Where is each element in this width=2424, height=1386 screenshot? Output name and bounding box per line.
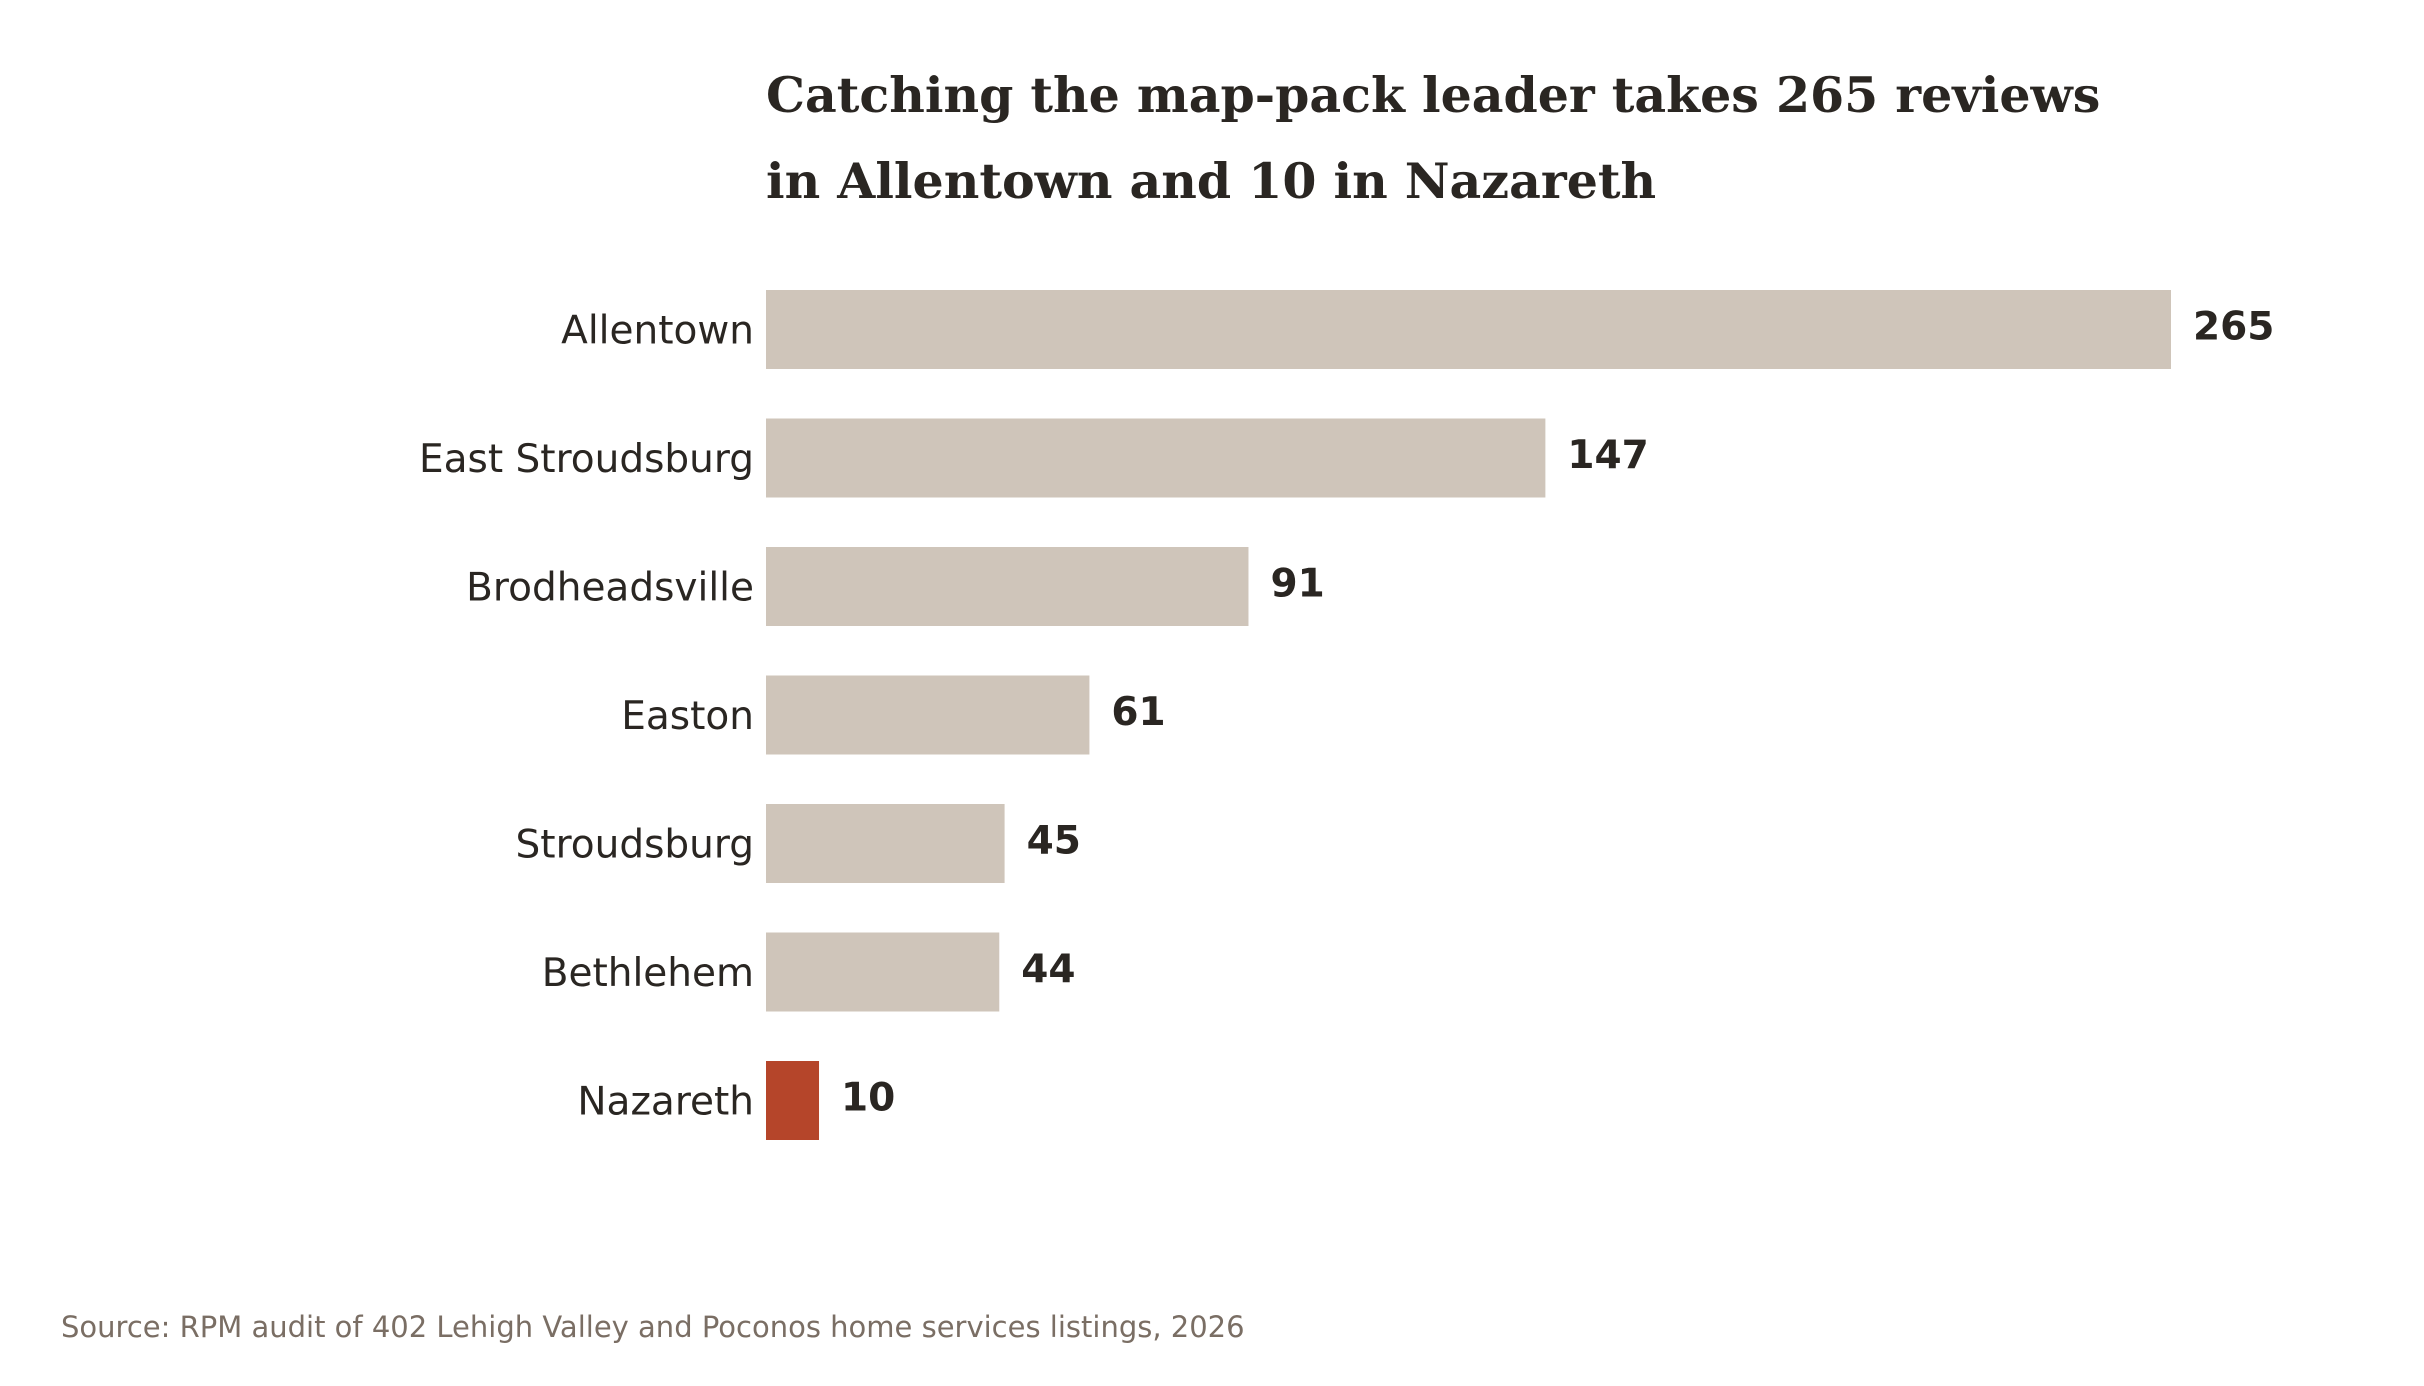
value-label-allentown: 265 <box>2193 305 2274 350</box>
category-label-nazareth: Nazareth <box>577 1080 754 1125</box>
bars: Allentown 265 East Stroudsburg 147 Brodheads… <box>419 290 2274 1140</box>
source-note: Source: RPM audit of 402 Lehigh Valley a… <box>61 1310 1245 1344</box>
value-label-nazareth: 10 <box>841 1076 895 1121</box>
chart-title-line-2: in Allentown and 10 in Nazareth <box>766 152 1656 210</box>
category-label-allentown: Allentown <box>561 309 754 354</box>
category-label-stroudsburg: Stroudsburg <box>516 823 754 868</box>
category-label-easton: Easton <box>621 694 754 739</box>
bar-brodheadsville <box>766 547 1249 626</box>
value-label-easton: 61 <box>1111 690 1165 735</box>
value-label-bethlehem: 44 <box>1021 947 1075 992</box>
bar-bethlehem <box>766 932 1000 1012</box>
bar-stroudsburg <box>766 804 1005 883</box>
value-label-east-stroudsburg: 147 <box>1567 433 1648 478</box>
category-label-east-stroudsburg: East Stroudsburg <box>419 437 754 482</box>
bar-east-stroudsburg <box>766 418 1546 498</box>
category-label-bethlehem: Bethlehem <box>542 951 754 996</box>
value-label-brodheadsville: 91 <box>1270 562 1324 607</box>
bar-nazareth <box>766 1061 820 1140</box>
value-label-stroudsburg: 45 <box>1027 819 1081 864</box>
bar-easton <box>766 675 1090 755</box>
chart-title-line-1: Catching the map-pack leader takes 265 r… <box>766 66 2100 124</box>
category-label-brodheadsville: Brodheadsville <box>466 566 754 611</box>
bar-allentown <box>766 290 2171 369</box>
